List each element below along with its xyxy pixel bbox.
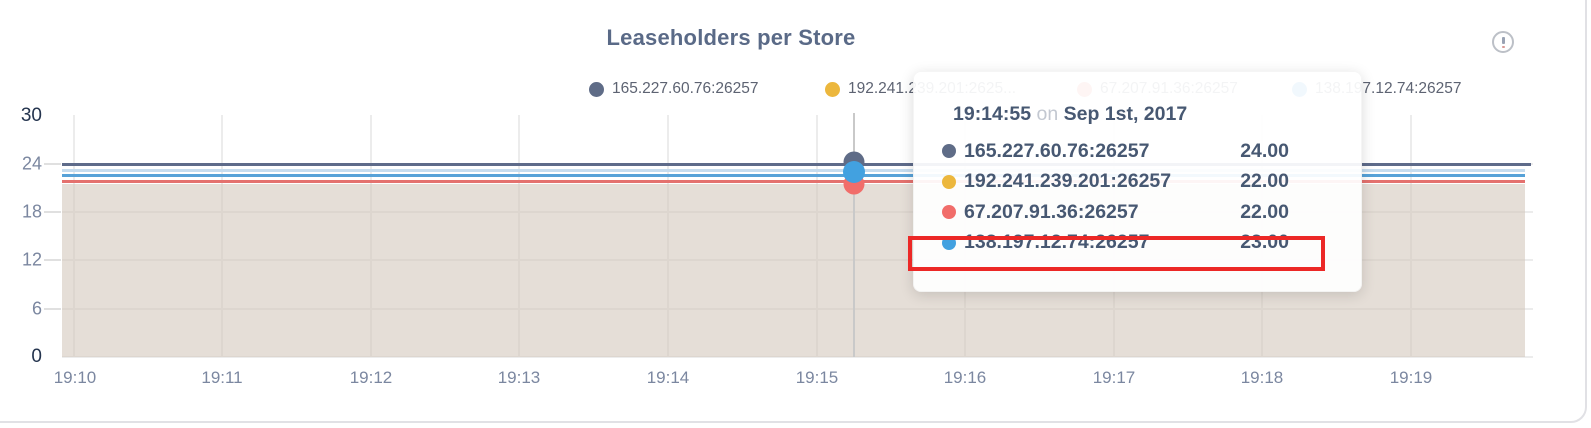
tooltip-time: 19:14:55 [953, 103, 1032, 125]
exclamation-bar [1502, 37, 1505, 44]
hover-guideline [853, 113, 855, 357]
chart-tooltip: 19:14:55 on Sep 1st, 2017 165.227.60.76:… [913, 71, 1362, 292]
tooltip-series-value: 22.00 [1240, 200, 1289, 223]
series-line-node3 [62, 180, 1525, 183]
x-axis-label: 19:17 [1092, 368, 1136, 387]
tooltip-series-label: 165.227.60.76:26257 [964, 139, 1150, 162]
series-dot-icon [942, 144, 956, 159]
tooltip-on-word: on [1036, 103, 1059, 125]
legend-dot-icon [825, 81, 840, 97]
tooltip-series-value: 22.00 [1240, 170, 1289, 193]
legend-label: 165.227.60.76:26257 [612, 80, 759, 97]
x-axis-label: 19:15 [795, 368, 839, 387]
x-axis-label: 19:16 [943, 368, 987, 387]
x-axis-label: 19:19 [1389, 368, 1433, 387]
y-tick [44, 308, 61, 310]
y-axis-label-min: 0 [31, 346, 42, 367]
x-axis-label: 19:10 [53, 368, 97, 387]
tooltip-row: 192.241.239.201:26257 22.00 [914, 167, 1361, 198]
legend-dot-icon [589, 81, 604, 97]
y-axis-label: 12 [21, 249, 42, 270]
highlight-box [908, 236, 1325, 271]
y-axis-label-max: 30 [20, 105, 42, 126]
tooltip-header: 19:14:55 on Sep 1st, 2017 [953, 103, 1361, 126]
gridline-h [62, 356, 1533, 358]
series-dot-icon [942, 205, 956, 220]
tooltip-row: 165.227.60.76:26257 24.00 [914, 136, 1361, 167]
tooltip-series-label: 192.241.239.201:26257 [964, 170, 1172, 193]
x-axis-label: 19:14 [646, 368, 690, 387]
x-axis-label: 19:11 [201, 368, 243, 387]
hover-point-node4 [843, 161, 865, 183]
tooltip-series-label: 67.207.91.36:26257 [964, 200, 1139, 223]
legend-item-node1[interactable]: 165.227.60.76:26257 [589, 80, 759, 98]
series-line-node4 [62, 174, 1525, 177]
tooltip-date: Sep 1st, 2017 [1063, 103, 1188, 125]
x-axis-label: 19:18 [1240, 368, 1284, 387]
tooltip-row: 67.207.91.36:26257 22.00 [914, 197, 1361, 228]
x-axis-label: 19:12 [349, 368, 393, 387]
y-axis-label: 6 [31, 298, 42, 319]
series-line-node1 [62, 163, 1531, 166]
x-axis-label: 19:13 [497, 368, 541, 387]
exclamation-dot [1502, 45, 1505, 48]
y-axis-label: 24 [21, 153, 42, 174]
info-icon[interactable] [1492, 31, 1514, 53]
y-tick [44, 211, 61, 213]
y-tick [44, 163, 61, 165]
chart-title: Leaseholders per Store [606, 25, 856, 50]
y-tick [44, 259, 61, 261]
tooltip-series-value: 24.00 [1240, 139, 1289, 162]
y-axis-label: 18 [21, 201, 42, 222]
series-dot-icon [942, 174, 956, 189]
series-line-pale [62, 169, 1525, 172]
